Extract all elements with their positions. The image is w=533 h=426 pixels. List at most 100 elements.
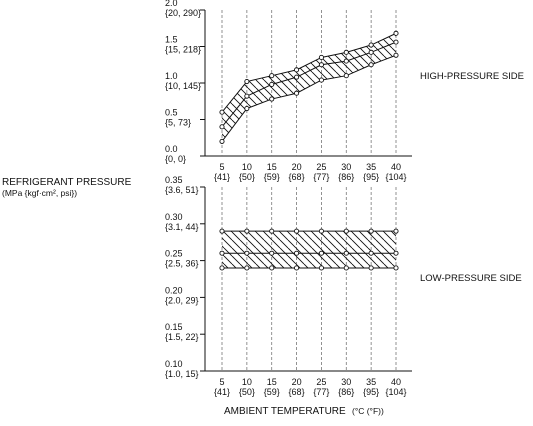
y-tick-label: 0.20	[165, 285, 183, 295]
upper-point	[219, 228, 225, 234]
lower-line	[221, 54, 397, 142]
upper-point	[294, 67, 300, 73]
lower-point	[269, 96, 275, 102]
x-tick-sublabel: {41}	[214, 172, 230, 182]
middle-point	[219, 250, 225, 256]
x-tick-sublabel: {59}	[264, 172, 280, 182]
upper-point	[269, 228, 275, 234]
lower-point	[244, 265, 250, 271]
x-tick-label: 15	[267, 377, 277, 387]
x-tick-sublabel: {50}	[239, 387, 255, 397]
y-tick-sublabel: {0, 0}	[165, 154, 186, 164]
upper-point	[294, 228, 300, 234]
y-tick-label: 1.0	[165, 71, 178, 81]
x-tick-label: 35	[366, 377, 376, 387]
middle-point	[393, 39, 399, 45]
y-tick-sublabel: {20, 290}	[165, 8, 201, 18]
y-tick-label: 0.0	[165, 144, 178, 154]
y-tick-label: 0.25	[165, 249, 183, 259]
y-tick-label: 0.35	[165, 175, 183, 185]
lower-point	[343, 265, 349, 271]
lower-point	[318, 265, 324, 271]
middle-point	[269, 81, 275, 88]
y-tick-label: 1.5	[165, 35, 178, 45]
x-tick-sublabel: {68}	[289, 387, 305, 397]
y-tick-sublabel: {1.5, 22}	[165, 332, 199, 342]
lower-point	[219, 138, 225, 144]
y-tick-sublabel: {15, 218}	[165, 45, 201, 55]
upper-point	[368, 42, 374, 48]
middle-point	[368, 49, 374, 55]
lower-point	[244, 106, 250, 112]
x-tick-label: 25	[316, 162, 326, 172]
x-tick-sublabel: {41}	[214, 387, 230, 397]
x-tick-label: 30	[341, 377, 351, 387]
upper-point	[269, 73, 275, 79]
upper-point	[393, 30, 399, 36]
x-tick-sublabel: {77}	[313, 172, 329, 182]
y-tick-label: 0.30	[165, 212, 183, 222]
lower-point	[318, 77, 324, 83]
upper-point	[219, 109, 225, 115]
x-tick-label: 40	[391, 162, 401, 172]
y-tick-label: 0.15	[165, 322, 183, 332]
x-tick-sublabel: {104}	[385, 387, 406, 397]
middle-point	[393, 250, 399, 256]
middle-point	[294, 74, 300, 80]
middle-point	[318, 62, 324, 68]
upper-point	[318, 228, 324, 234]
middle-point	[244, 93, 250, 99]
upper-point	[244, 78, 250, 85]
x-tick-label: 35	[366, 162, 376, 172]
x-tick-sublabel: {95}	[363, 387, 379, 397]
lower-point	[219, 265, 225, 271]
lower-point	[294, 265, 300, 271]
x-tick-sublabel: {68}	[289, 172, 305, 182]
x-tick-label: 5	[219, 162, 224, 172]
y-tick-sublabel: {3.1, 44}	[165, 222, 199, 232]
y-tick-label: 0.5	[165, 108, 178, 118]
y-axis-label: REFRIGERANT PRESSURE	[2, 177, 132, 188]
lower-point	[343, 73, 349, 79]
y-tick-sublabel: {10, 145}	[165, 81, 201, 91]
middle-point	[219, 124, 225, 130]
middle-point	[368, 250, 374, 256]
x-axis-unit: (°C (°F))	[352, 406, 384, 416]
low-pressure-band	[222, 231, 396, 268]
x-tick-sublabel: {77}	[313, 387, 329, 397]
y-tick-sublabel: {5, 73}	[165, 118, 191, 128]
lower-point	[294, 90, 300, 96]
x-tick-label: 10	[242, 377, 252, 387]
x-tick-label: 5	[219, 377, 224, 387]
upper-point	[343, 228, 349, 234]
middle-point	[244, 250, 250, 256]
x-tick-label: 25	[316, 377, 326, 387]
x-tick-sublabel: {50}	[239, 172, 255, 182]
upper-point	[368, 228, 374, 234]
x-tick-sublabel: {59}	[264, 387, 280, 397]
x-tick-label: 20	[292, 377, 302, 387]
middle-point	[269, 250, 275, 256]
x-axis-label: AMBIENT TEMPERATURE	[224, 406, 346, 417]
middle-point	[318, 250, 324, 256]
y-tick-sublabel: {2.0, 29}	[165, 295, 199, 305]
x-tick-label: 40	[391, 377, 401, 387]
y-tick-label: 0.10	[165, 359, 183, 369]
upper-line	[221, 32, 397, 113]
lower-point	[368, 62, 374, 68]
upper-point	[393, 228, 399, 234]
x-tick-sublabel: {104}	[385, 172, 406, 182]
low-pressure-label: LOW-PRESSURE SIDE	[420, 273, 522, 284]
middle-line	[221, 41, 397, 128]
x-tick-label: 10	[242, 162, 252, 172]
x-tick-label: 15	[267, 162, 277, 172]
lower-point	[393, 52, 399, 58]
middle-point	[294, 250, 300, 256]
x-tick-label: 20	[292, 162, 302, 172]
y-tick-sublabel: {3.6, 51}	[165, 185, 199, 195]
upper-point	[244, 228, 250, 234]
upper-point	[318, 54, 324, 61]
high-pressure-band	[222, 33, 396, 142]
